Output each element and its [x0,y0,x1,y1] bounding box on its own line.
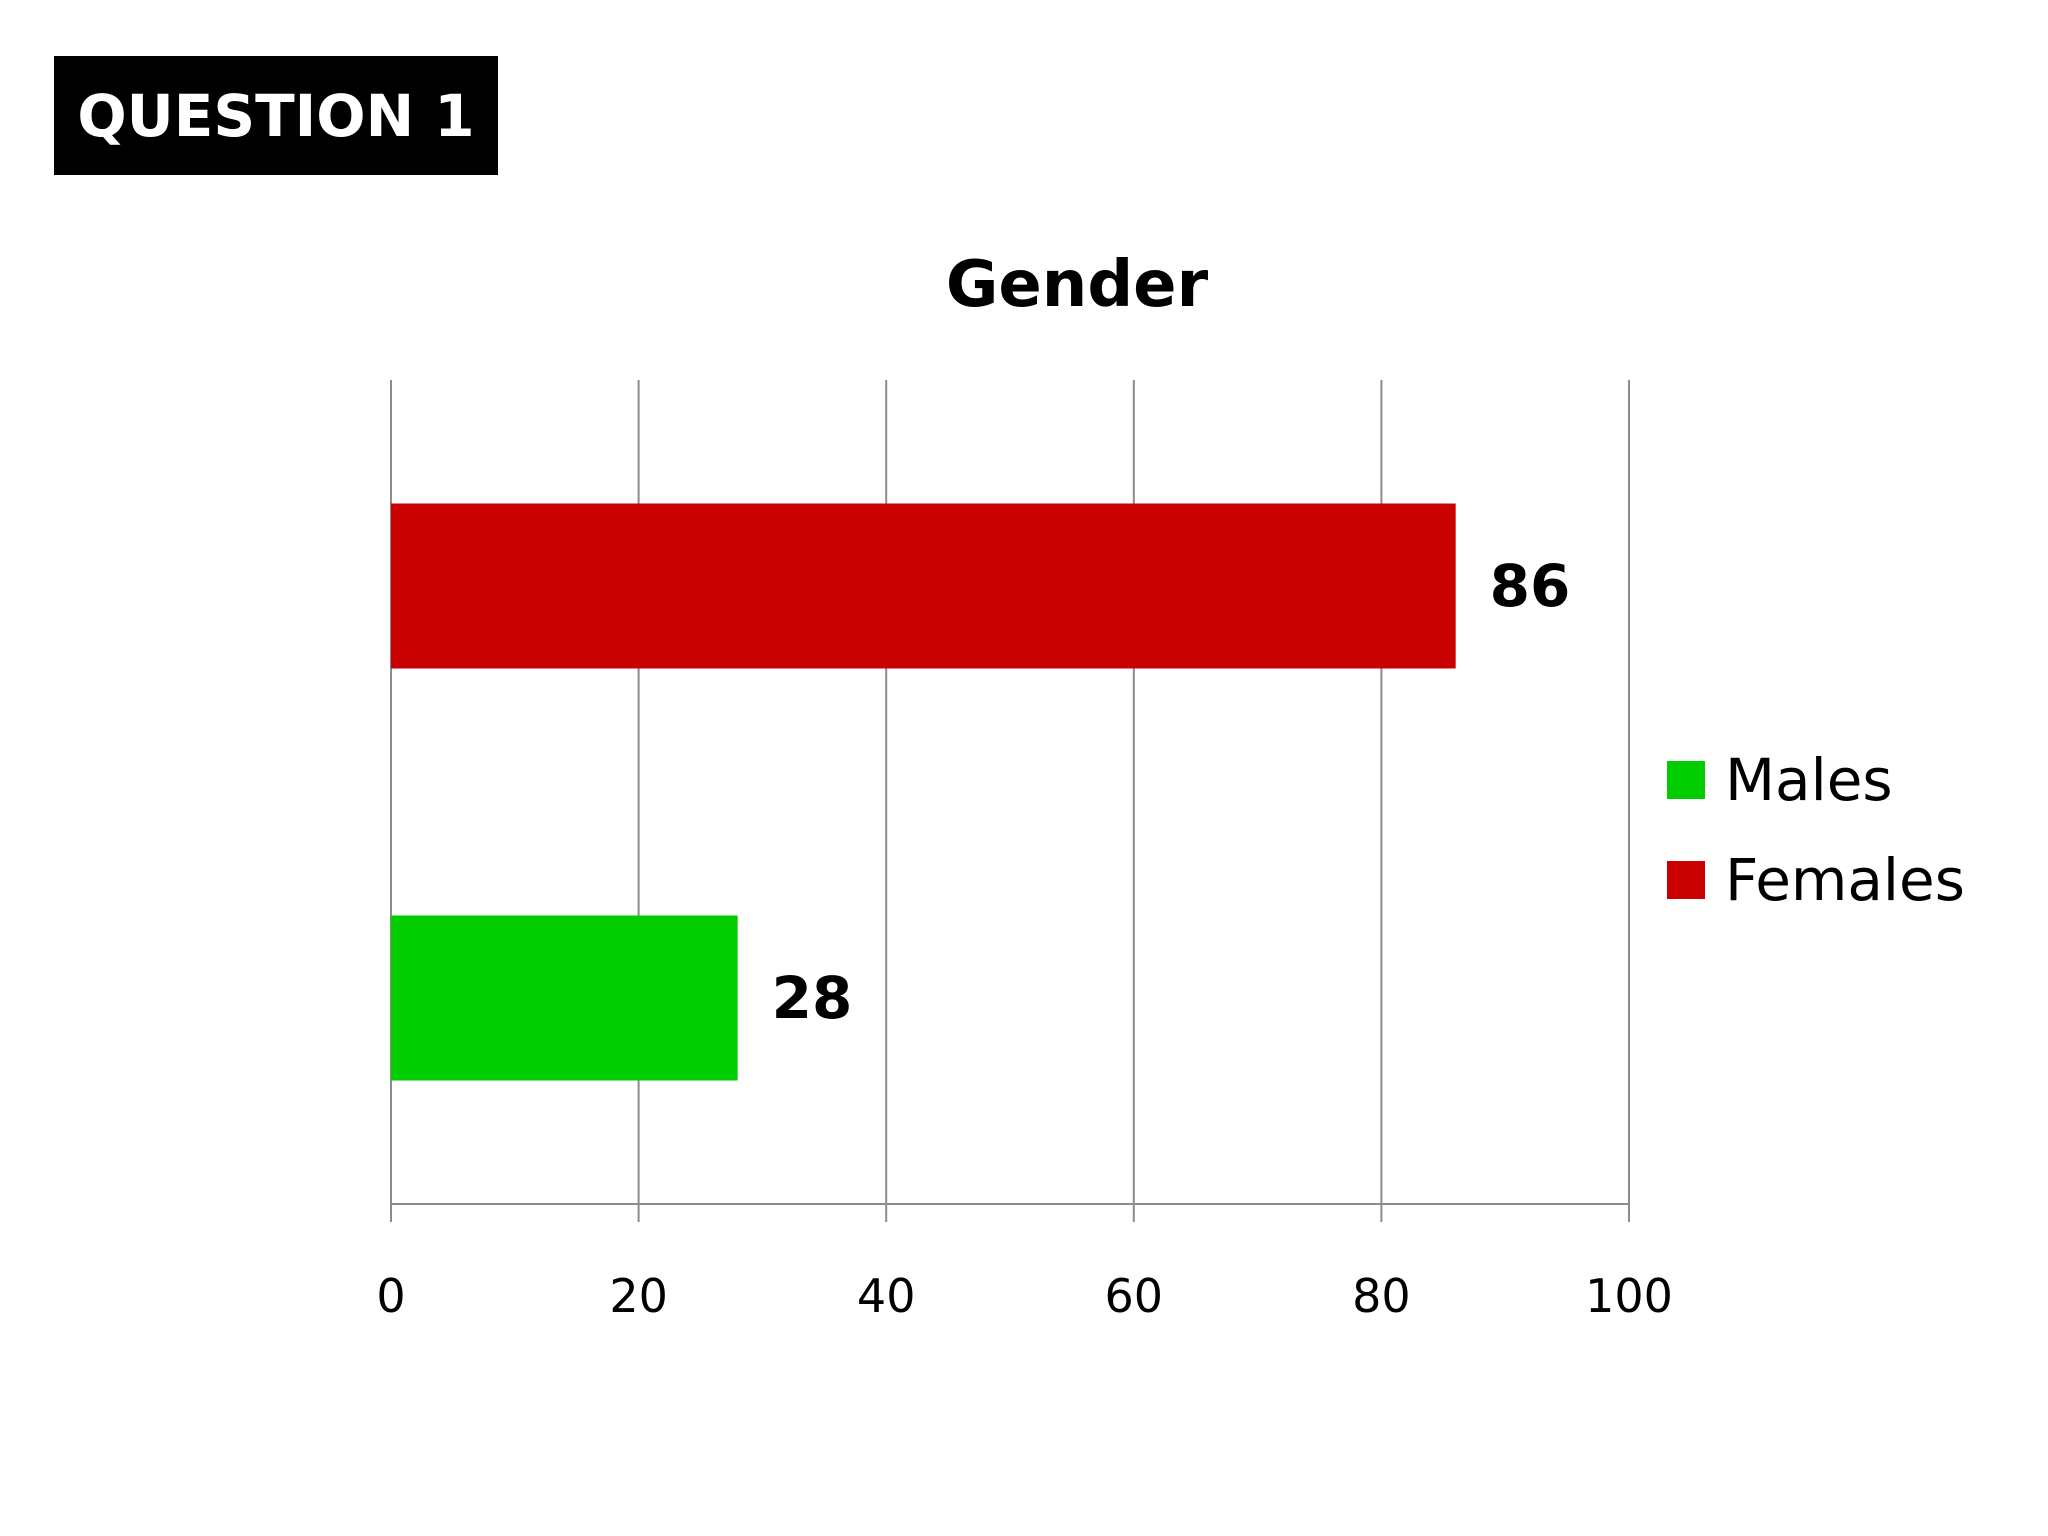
data-label-females: 86 [1490,552,1571,620]
question-label: QUESTION 1 [77,81,475,150]
data-label-males: 28 [772,964,853,1032]
chart-title: Gender [946,248,1209,322]
bars: 28 86 [391,503,1571,1081]
x-tick-label: 0 [376,1269,405,1323]
legend: Males Females [1667,746,1965,914]
x-tick-label: 100 [1585,1269,1673,1323]
question-badge: QUESTION 1 [54,56,498,175]
legend-swatch-males [1667,761,1705,799]
x-axis: 0 20 40 60 80 100 [376,1203,1673,1323]
legend-swatch-females [1667,861,1705,899]
legend-label-males: Males [1725,746,1893,814]
x-tick-label: 40 [857,1269,916,1323]
bar-females [391,503,1456,669]
x-tick-label: 80 [1352,1269,1411,1323]
legend-label-females: Females [1725,846,1965,914]
bar-males [391,915,738,1081]
x-tick-label: 60 [1105,1269,1164,1323]
x-tick-label: 20 [609,1269,668,1323]
